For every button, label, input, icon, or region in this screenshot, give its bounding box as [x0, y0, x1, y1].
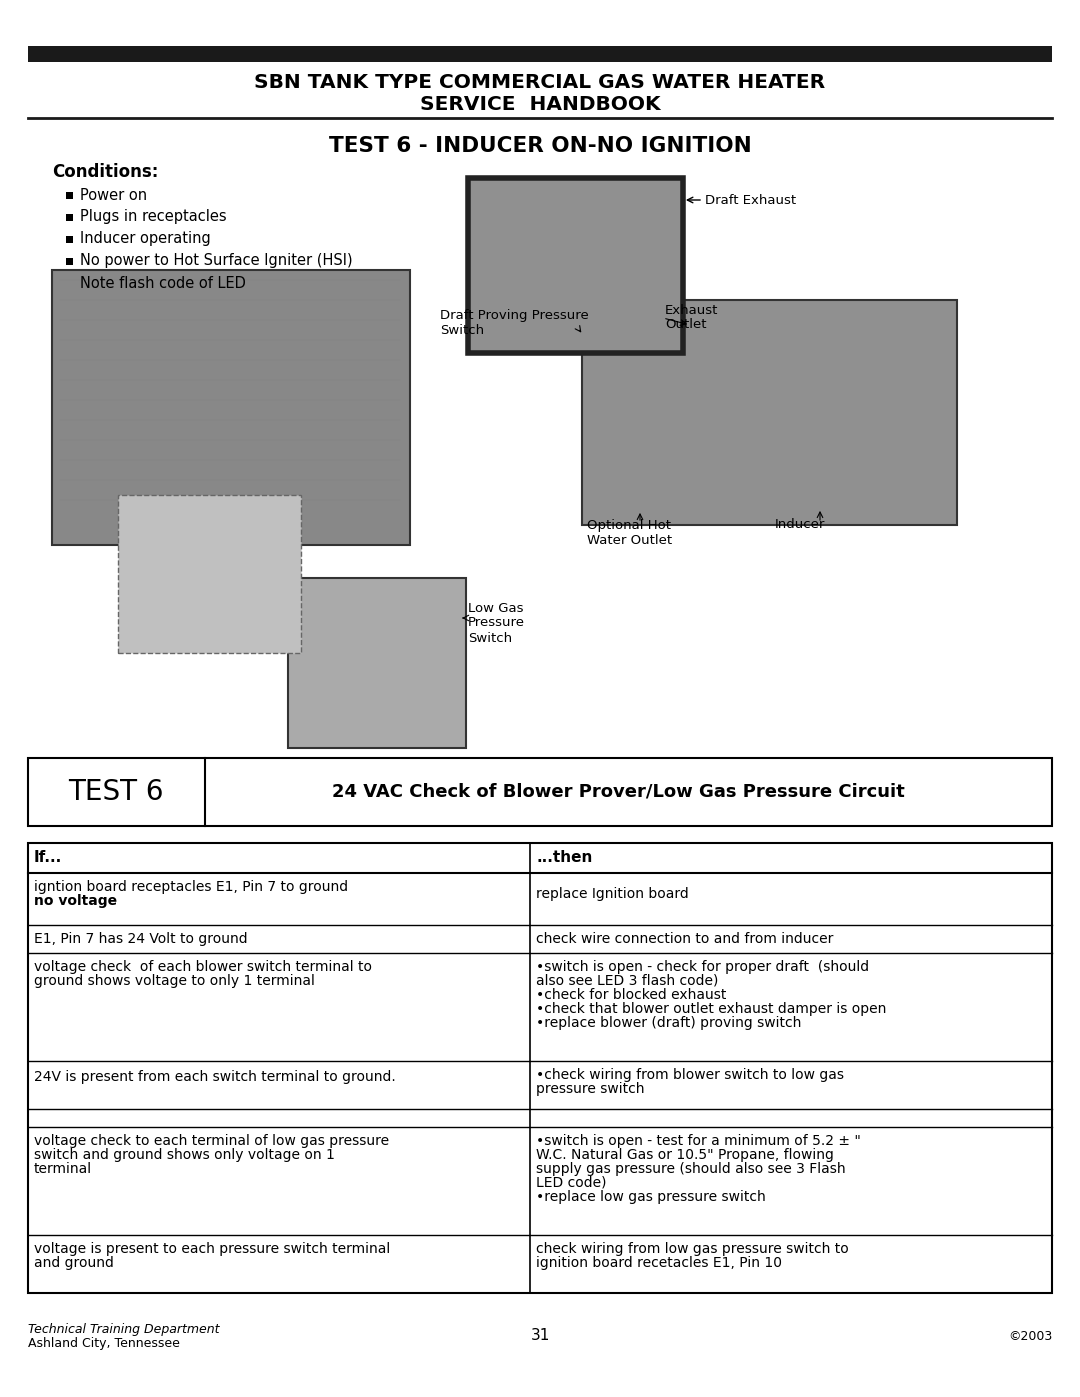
Text: Inducer operating: Inducer operating: [80, 232, 211, 246]
Bar: [118, 495, 301, 652]
Bar: [582, 300, 957, 525]
Text: 24V is present from each switch terminal to ground.: 24V is present from each switch terminal…: [33, 1070, 395, 1084]
Text: Switch: Switch: [440, 324, 484, 337]
Text: ...then: ...then: [536, 851, 592, 866]
Text: Power on: Power on: [80, 187, 147, 203]
Text: voltage check  of each blower switch terminal to: voltage check of each blower switch term…: [33, 960, 372, 974]
Text: Note flash code of LED: Note flash code of LED: [80, 275, 246, 291]
Text: ignition board recetacles E1, Pin 10: ignition board recetacles E1, Pin 10: [536, 1256, 782, 1270]
Bar: [66, 236, 73, 243]
Bar: [66, 279, 73, 286]
Text: supply gas pressure (should also see 3 Flash: supply gas pressure (should also see 3 F…: [536, 1162, 846, 1176]
Text: •check for blocked exhaust: •check for blocked exhaust: [536, 988, 727, 1002]
Text: •replace blower (draft) proving switch: •replace blower (draft) proving switch: [536, 1016, 801, 1030]
Text: Inducer: Inducer: [775, 518, 825, 531]
Text: •check wiring from blower switch to low gas: •check wiring from blower switch to low …: [536, 1067, 843, 1083]
Text: ground shows voltage to only 1 terminal: ground shows voltage to only 1 terminal: [33, 974, 315, 988]
Bar: [66, 214, 73, 221]
Text: Technical Training Department: Technical Training Department: [28, 1323, 219, 1337]
Text: •switch is open - check for proper draft  (should: •switch is open - check for proper draft…: [536, 960, 869, 974]
Text: SBN TANK TYPE COMMERCIAL GAS WATER HEATER: SBN TANK TYPE COMMERCIAL GAS WATER HEATE…: [255, 73, 825, 91]
Text: E1, Pin 7 has 24 Volt to ground: E1, Pin 7 has 24 Volt to ground: [33, 932, 247, 946]
Text: Low Gas: Low Gas: [468, 602, 524, 615]
Text: LED code): LED code): [536, 1176, 607, 1190]
Text: check wire connection to and from inducer: check wire connection to and from induce…: [536, 932, 834, 946]
Bar: [468, 177, 683, 353]
Text: no voltage: no voltage: [33, 894, 117, 908]
Text: Ashland City, Tennessee: Ashland City, Tennessee: [28, 1337, 180, 1351]
Text: Exhaust: Exhaust: [665, 303, 718, 317]
Text: TEST 6 - INDUCER ON-NO IGNITION: TEST 6 - INDUCER ON-NO IGNITION: [328, 136, 752, 156]
Text: also see LED 3 flash code): also see LED 3 flash code): [536, 974, 718, 988]
Text: Outlet: Outlet: [665, 319, 706, 331]
Text: ©2003: ©2003: [1008, 1330, 1052, 1343]
Text: Plugs in receptacles: Plugs in receptacles: [80, 210, 227, 225]
Text: and ground: and ground: [33, 1256, 113, 1270]
Text: No power to Hot Surface Igniter (HSI): No power to Hot Surface Igniter (HSI): [80, 253, 353, 268]
Text: SERVICE  HANDBOOK: SERVICE HANDBOOK: [420, 95, 660, 115]
Text: W.C. Natural Gas or 10.5" Propane, flowing: W.C. Natural Gas or 10.5" Propane, flowi…: [536, 1148, 834, 1162]
Text: Switch: Switch: [468, 631, 512, 644]
Bar: [52, 270, 410, 545]
Text: replace Ignition board: replace Ignition board: [536, 887, 689, 901]
Text: If...: If...: [33, 851, 63, 866]
Text: voltage check to each terminal of low gas pressure: voltage check to each terminal of low ga…: [33, 1134, 389, 1148]
Text: voltage is present to each pressure switch terminal: voltage is present to each pressure swit…: [33, 1242, 390, 1256]
Text: •replace low gas pressure switch: •replace low gas pressure switch: [536, 1190, 766, 1204]
Text: check wiring from low gas pressure switch to: check wiring from low gas pressure switc…: [536, 1242, 849, 1256]
Text: TEST 6: TEST 6: [68, 778, 164, 806]
Text: pressure switch: pressure switch: [536, 1083, 645, 1097]
Bar: [66, 191, 73, 198]
Text: Conditions:: Conditions:: [52, 163, 159, 182]
Bar: [28, 759, 1052, 826]
Text: igntion board receptacles E1, Pin 7 to ground: igntion board receptacles E1, Pin 7 to g…: [33, 880, 352, 894]
Text: switch and ground shows only voltage on 1: switch and ground shows only voltage on …: [33, 1148, 335, 1162]
Text: Water Outlet: Water Outlet: [588, 534, 672, 546]
Bar: [28, 46, 1052, 61]
Text: Draft Proving Pressure: Draft Proving Pressure: [440, 309, 589, 321]
Bar: [288, 578, 465, 747]
Text: terminal: terminal: [33, 1162, 92, 1176]
Text: Optional Hot: Optional Hot: [588, 518, 671, 531]
Bar: [66, 258, 73, 265]
Text: 24 VAC Check of Blower Prover/Low Gas Pressure Circuit: 24 VAC Check of Blower Prover/Low Gas Pr…: [332, 782, 904, 800]
Bar: [28, 842, 1052, 1294]
Text: Pressure: Pressure: [468, 616, 525, 630]
Text: 31: 31: [530, 1329, 550, 1344]
Text: •switch is open - test for a minimum of 5.2 ± ": •switch is open - test for a minimum of …: [536, 1134, 861, 1148]
Text: •check that blower outlet exhaust damper is open: •check that blower outlet exhaust damper…: [536, 1002, 887, 1016]
Text: Draft Exhaust: Draft Exhaust: [705, 194, 796, 207]
